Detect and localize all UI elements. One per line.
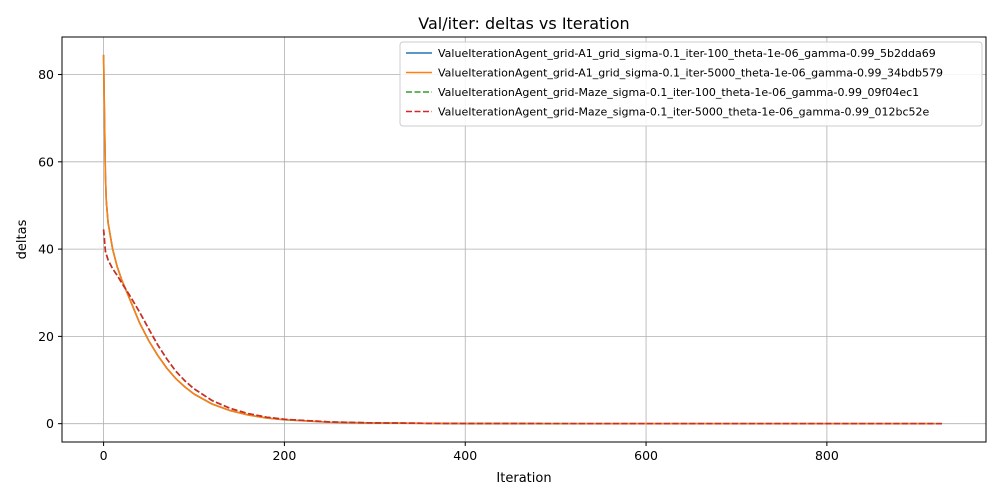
- x-tick-label: 200: [272, 448, 296, 463]
- y-axis: 0 20 40 60 80: [38, 67, 62, 431]
- x-axis-label: Iteration: [496, 471, 551, 486]
- y-tick-label: 0: [46, 416, 54, 431]
- x-tick-label: 800: [815, 448, 839, 463]
- y-tick-label: 80: [38, 67, 54, 82]
- legend: ValueIterationAgent_grid-A1_grid_sigma-0…: [399, 41, 983, 127]
- series-line-4: [102, 229, 945, 425]
- legend-label: ValueIterationAgent_grid-Maze_sigma-0.1_…: [438, 86, 919, 99]
- legend-label: ValueIterationAgent_grid-A1_grid_sigma-0…: [438, 47, 936, 60]
- legend-label: ValueIterationAgent_grid-A1_grid_sigma-0…: [438, 67, 943, 80]
- legend-label: ValueIterationAgent_grid-Maze_sigma-0.1_…: [438, 106, 930, 119]
- x-tick-label: 0: [100, 448, 108, 463]
- x-axis: 0 200 400 600 800: [100, 442, 839, 463]
- legend-box: [399, 41, 983, 127]
- y-tick-label: 20: [38, 329, 54, 344]
- x-tick-label: 600: [634, 448, 658, 463]
- x-tick-label: 400: [453, 448, 477, 463]
- y-tick-label: 40: [38, 242, 54, 257]
- plot-frame: [61, 36, 987, 443]
- chart-title: Val/iter: deltas vs Iteration: [418, 14, 629, 33]
- series-layer: [102, 54, 945, 425]
- y-tick-label: 60: [38, 154, 54, 169]
- y-axis-label: deltas: [15, 219, 30, 259]
